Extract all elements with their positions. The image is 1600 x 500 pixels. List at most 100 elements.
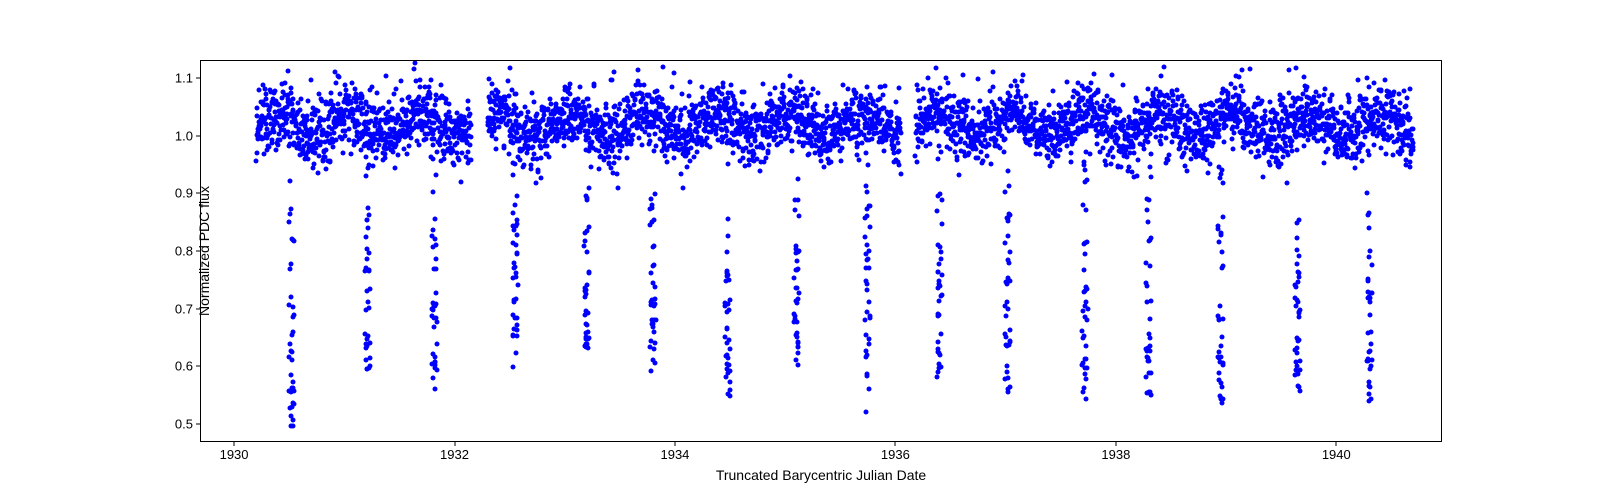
plot-area bbox=[201, 61, 1441, 441]
data-point bbox=[950, 115, 955, 120]
data-point bbox=[1370, 290, 1375, 295]
data-point bbox=[768, 91, 773, 96]
data-point bbox=[636, 68, 641, 73]
data-point bbox=[535, 112, 540, 117]
data-point bbox=[395, 153, 400, 158]
data-point bbox=[720, 81, 725, 86]
data-point bbox=[1279, 162, 1284, 167]
data-point bbox=[915, 145, 920, 150]
data-point bbox=[649, 197, 654, 202]
y-tick-label: 0.7 bbox=[175, 301, 201, 316]
y-tick-label: 0.6 bbox=[175, 359, 201, 374]
data-point bbox=[381, 106, 386, 111]
data-point bbox=[423, 137, 428, 142]
data-point bbox=[589, 164, 594, 169]
data-point bbox=[487, 76, 492, 81]
data-point bbox=[865, 84, 870, 89]
data-point bbox=[898, 171, 903, 176]
data-point bbox=[1326, 147, 1331, 152]
data-point bbox=[898, 131, 903, 136]
data-point bbox=[1114, 113, 1119, 118]
data-point bbox=[603, 130, 608, 135]
data-point bbox=[757, 169, 762, 174]
data-point bbox=[364, 235, 369, 240]
data-point bbox=[513, 223, 518, 228]
data-point bbox=[430, 375, 435, 380]
data-point bbox=[1109, 72, 1114, 77]
data-point bbox=[1217, 317, 1222, 322]
data-point bbox=[298, 96, 303, 101]
data-point bbox=[1022, 104, 1027, 109]
data-point bbox=[1008, 328, 1013, 333]
data-point bbox=[980, 159, 985, 164]
data-point bbox=[1321, 93, 1326, 98]
data-point bbox=[853, 91, 858, 96]
data-point bbox=[782, 95, 787, 100]
data-point bbox=[1083, 343, 1088, 348]
data-point bbox=[863, 318, 868, 323]
data-point bbox=[369, 85, 374, 90]
data-point bbox=[1145, 220, 1150, 225]
data-point bbox=[1096, 88, 1101, 93]
data-point bbox=[493, 136, 498, 141]
data-point bbox=[679, 171, 684, 176]
data-point bbox=[651, 217, 656, 222]
data-point bbox=[652, 262, 657, 267]
data-point bbox=[726, 391, 731, 396]
data-point bbox=[822, 165, 827, 170]
data-point bbox=[1217, 355, 1222, 360]
data-point bbox=[686, 150, 691, 155]
data-point bbox=[651, 148, 656, 153]
data-point bbox=[1296, 217, 1301, 222]
data-point bbox=[1219, 249, 1224, 254]
data-point bbox=[404, 151, 409, 156]
data-point bbox=[430, 245, 435, 250]
data-point bbox=[671, 70, 676, 75]
data-point bbox=[651, 243, 656, 248]
data-point bbox=[1401, 88, 1406, 93]
data-point bbox=[1306, 137, 1311, 142]
data-point bbox=[1297, 254, 1302, 259]
data-point bbox=[935, 92, 940, 97]
data-point bbox=[416, 142, 421, 147]
data-point bbox=[1159, 74, 1164, 79]
data-point bbox=[796, 291, 801, 296]
data-point bbox=[935, 339, 940, 344]
data-point bbox=[1407, 165, 1412, 170]
data-point bbox=[554, 101, 559, 106]
data-point bbox=[1220, 335, 1225, 340]
data-point bbox=[587, 104, 592, 109]
data-point bbox=[764, 155, 769, 160]
data-point bbox=[1217, 371, 1222, 376]
data-point bbox=[1236, 74, 1241, 79]
data-point bbox=[435, 150, 440, 155]
data-point bbox=[1384, 152, 1389, 157]
data-point bbox=[616, 107, 621, 112]
data-point bbox=[538, 156, 543, 161]
data-point bbox=[291, 237, 296, 242]
data-point bbox=[790, 139, 795, 144]
data-point bbox=[582, 123, 587, 128]
data-point bbox=[1144, 375, 1149, 380]
data-point bbox=[1405, 96, 1410, 101]
data-point bbox=[1400, 148, 1405, 153]
data-point bbox=[1368, 342, 1373, 347]
data-point bbox=[897, 163, 902, 168]
data-point bbox=[496, 124, 501, 129]
data-point bbox=[1110, 99, 1115, 104]
data-point bbox=[1231, 131, 1236, 136]
data-point bbox=[1409, 152, 1414, 157]
data-point bbox=[889, 120, 894, 125]
data-point bbox=[1380, 122, 1385, 127]
data-point bbox=[433, 173, 438, 178]
data-point bbox=[869, 136, 874, 141]
data-point bbox=[365, 226, 370, 231]
data-point bbox=[1004, 313, 1009, 318]
data-point bbox=[1084, 128, 1089, 133]
data-point bbox=[263, 97, 268, 102]
data-point bbox=[1050, 88, 1055, 93]
data-point bbox=[430, 234, 435, 239]
data-point bbox=[465, 98, 470, 103]
data-point bbox=[1095, 141, 1100, 146]
data-point bbox=[1082, 241, 1087, 246]
